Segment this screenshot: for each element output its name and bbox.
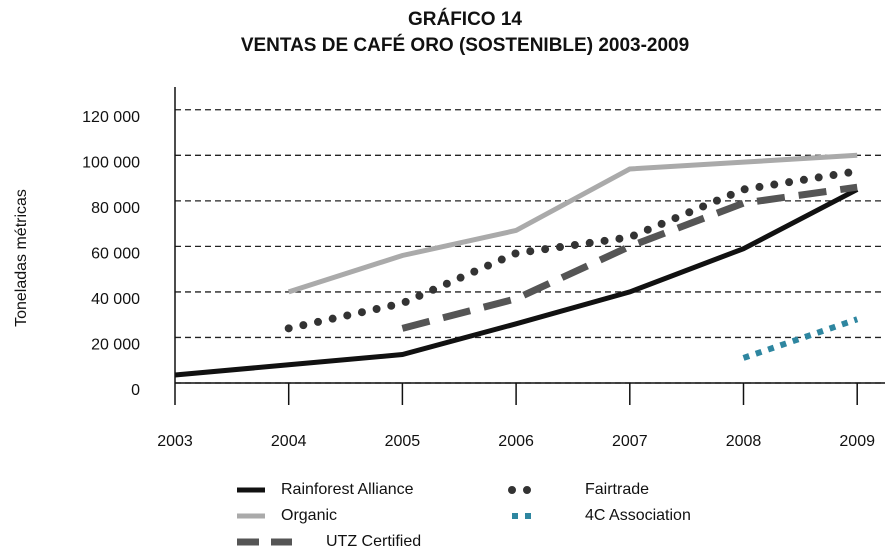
x-tick-label: 2004 — [271, 433, 307, 450]
chart-subtitle: VENTAS DE CAFÉ ORO (SOSTENIBLE) 2003-200… — [241, 34, 689, 56]
legend-label: Rainforest Alliance — [281, 481, 414, 498]
x-tick-label: 2003 — [157, 433, 193, 450]
y-tick-label: 100 000 — [82, 155, 140, 172]
y-tick-label: 60 000 — [91, 246, 140, 263]
y-axis-label: Toneladas métricas — [13, 189, 30, 327]
x-tick-label: 2005 — [385, 433, 421, 450]
chart-title: GRÁFICO 14 — [408, 8, 522, 30]
y-tick-label: 80 000 — [91, 200, 140, 217]
x-tick-label: 2006 — [498, 433, 534, 450]
x-tick-label: 2007 — [612, 433, 648, 450]
legend-label: Organic — [281, 507, 337, 524]
legend-label: 4C Association — [585, 507, 691, 524]
series-line — [287, 152, 858, 295]
x-tick-label: 2009 — [839, 433, 875, 450]
series-line — [401, 183, 858, 332]
y-tick-label: 40 000 — [91, 291, 140, 308]
legend-label: Fairtrade — [585, 481, 649, 498]
legend-label: UTZ Certified — [326, 533, 421, 550]
series-line — [174, 187, 859, 378]
series-line — [742, 316, 859, 361]
y-tick-label: 20 000 — [91, 337, 140, 354]
series-line — [284, 167, 862, 333]
x-tick-label: 2008 — [726, 433, 762, 450]
y-tick-label: 120 000 — [82, 109, 140, 126]
y-tick-label: 0 — [131, 382, 140, 399]
